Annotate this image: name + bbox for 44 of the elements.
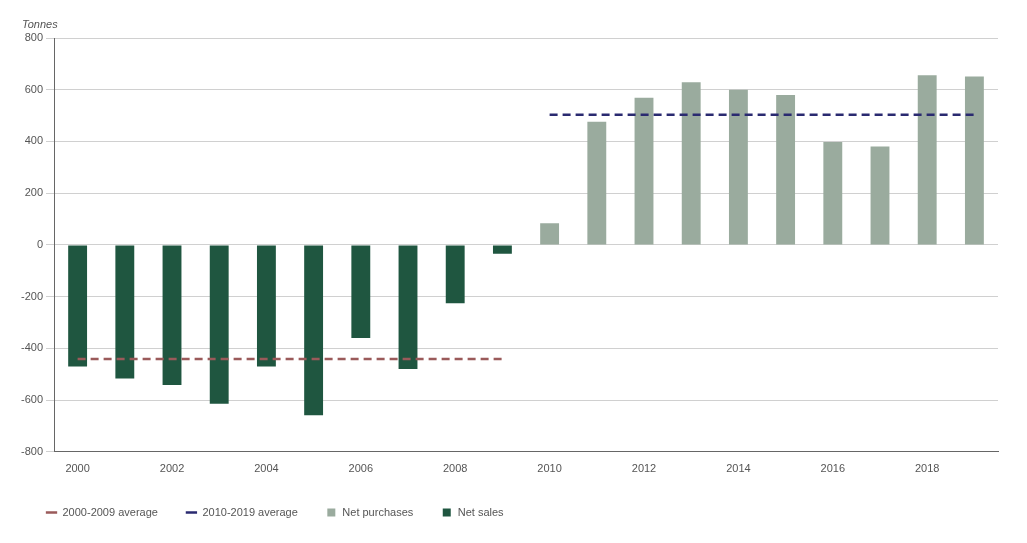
bar xyxy=(398,245,418,370)
bar xyxy=(634,97,654,245)
bar xyxy=(587,121,607,245)
bar xyxy=(351,245,371,339)
x-tick-label: 2010 xyxy=(537,462,562,475)
legend-label: 2010-2019 average xyxy=(202,505,298,518)
x-tick-label: 2012 xyxy=(631,462,657,475)
y-tick-label: 400 xyxy=(24,134,44,147)
bar xyxy=(728,89,748,245)
bar xyxy=(681,82,701,245)
x-tick-label: 2018 xyxy=(914,462,940,475)
x-tick-label: 2002 xyxy=(159,462,185,475)
bar xyxy=(256,245,276,367)
y-tick-label: -800 xyxy=(20,444,44,457)
x-tick-label: 2000 xyxy=(65,462,90,475)
legend-label: Net sales xyxy=(457,505,505,518)
bar xyxy=(870,146,890,245)
x-tick-label: 2008 xyxy=(442,462,468,475)
x-tick-label: 2006 xyxy=(348,462,374,475)
bar xyxy=(492,245,512,254)
bar xyxy=(162,245,182,386)
y-tick-label: 0 xyxy=(36,237,44,250)
legend-label: 2000-2009 average xyxy=(62,505,158,518)
bar xyxy=(68,245,88,367)
bar xyxy=(776,94,796,245)
y-tick-label: -400 xyxy=(20,341,44,354)
x-tick-label: 2014 xyxy=(726,462,751,475)
bar xyxy=(823,141,843,245)
x-tick-label: 2004 xyxy=(254,462,279,475)
y-tick-label: 200 xyxy=(24,186,44,199)
bar xyxy=(445,245,465,304)
legend-label: Net purchases xyxy=(342,505,414,518)
y-tick-label: -200 xyxy=(20,289,44,302)
y-tick-label: -600 xyxy=(20,393,44,406)
x-tick-label: 2016 xyxy=(820,462,846,475)
y-axis-title: Tonnes xyxy=(22,17,59,30)
bar xyxy=(540,223,560,245)
y-tick-label: 800 xyxy=(24,31,44,44)
bar xyxy=(115,245,135,379)
bar xyxy=(304,245,324,416)
y-tick-label: 600 xyxy=(24,82,44,95)
bar xyxy=(917,75,937,245)
bar xyxy=(964,76,984,245)
bar xyxy=(209,245,229,404)
